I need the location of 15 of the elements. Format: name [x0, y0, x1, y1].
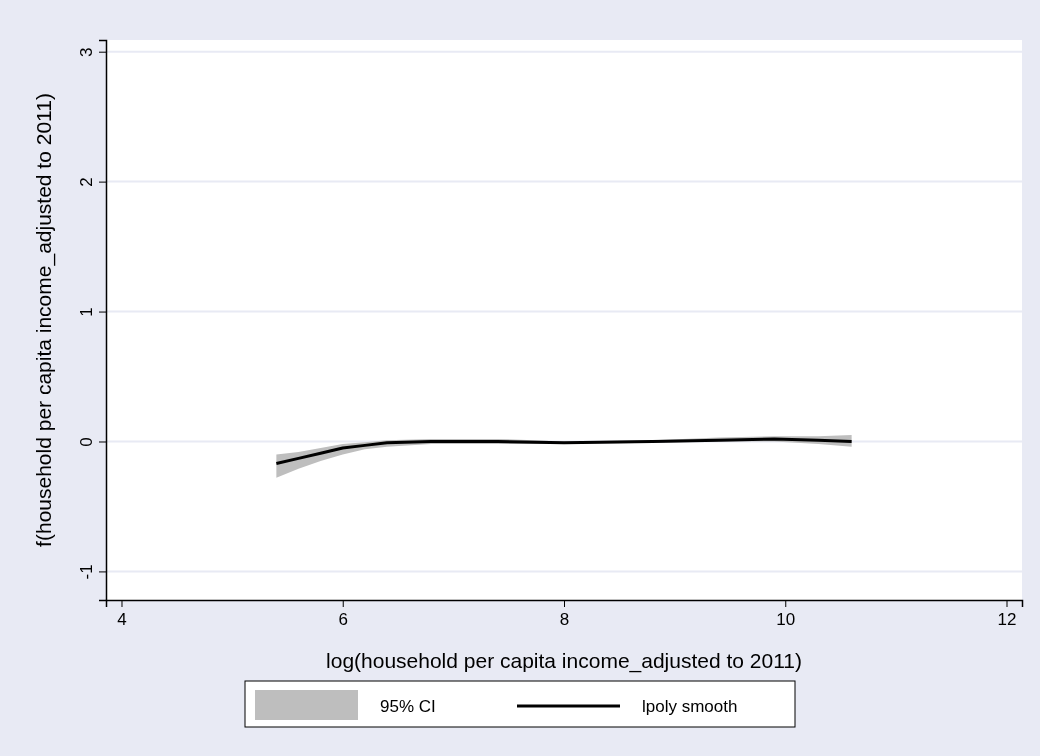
x-tick-label: 12: [997, 610, 1017, 630]
y-axis-title: f(household per capita income_adjusted to 2011): [32, 93, 56, 547]
x-tick-label: 4: [117, 610, 127, 630]
x-tick-label: 10: [776, 610, 796, 630]
text: lpoly smooth: [642, 697, 738, 716]
y-tick-label: 2: [77, 177, 96, 187]
x-axis-title: log(household per capita income_adjusted to 2011): [326, 649, 802, 673]
y-tick-label: -1: [77, 564, 96, 580]
y-tick-label: 3: [77, 47, 96, 57]
y-tick-label: 1: [77, 307, 96, 317]
y-tick-label: 0: [77, 437, 96, 447]
x-tick-label: 6: [338, 610, 348, 630]
x-tick-label: 8: [559, 610, 570, 630]
line-series: [274, 437, 854, 466]
text: 95% CI: [380, 697, 436, 716]
